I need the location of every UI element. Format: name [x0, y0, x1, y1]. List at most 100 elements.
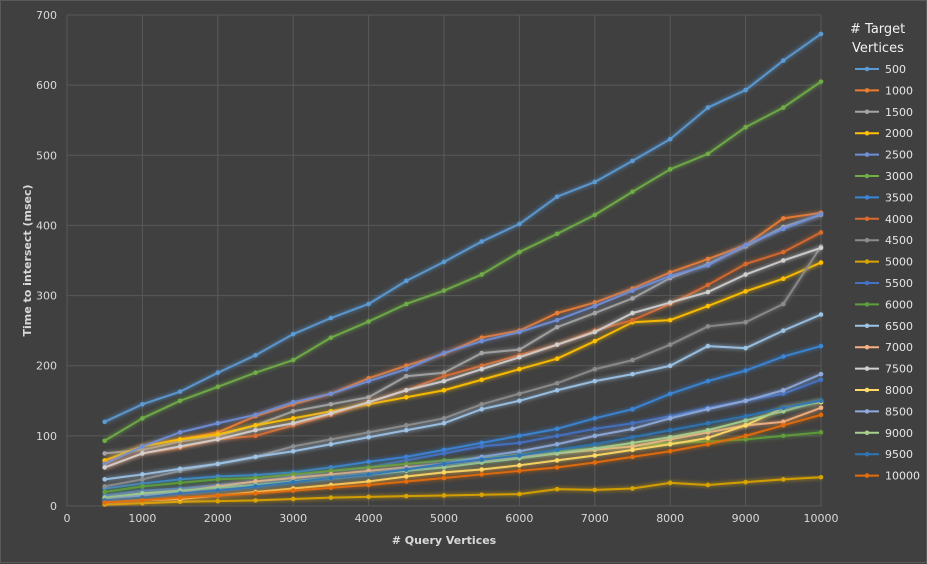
data-point-2000 [290, 416, 296, 421]
data-point-9500 [517, 453, 522, 458]
data-point-1000 [479, 335, 485, 340]
data-point-6000 [781, 433, 786, 439]
legend-label-4000: 4000 [885, 213, 913, 226]
data-point-4000 [743, 261, 748, 267]
data-point-9500 [630, 434, 635, 440]
data-point-9000 [140, 491, 145, 496]
data-point-6500 [517, 398, 522, 404]
data-point-5500 [404, 458, 409, 463]
data-point-9000 [630, 440, 635, 446]
data-point-3000 [667, 167, 673, 172]
data-point-3500 [366, 459, 371, 465]
data-point-3500 [554, 426, 560, 432]
data-point-5000 [366, 494, 371, 500]
data-point-2500 [404, 366, 409, 372]
data-point-3500 [667, 391, 673, 397]
data-point-7500 [441, 378, 447, 384]
data-point-8000 [517, 463, 522, 468]
data-point-4500 [630, 357, 635, 363]
data-point-6000 [441, 458, 447, 463]
series-line-2500 [104, 213, 822, 465]
data-point-8000 [404, 474, 409, 479]
data-point-8000 [441, 470, 447, 475]
data-point-3000 [404, 301, 409, 307]
data-point-500 [328, 315, 334, 321]
legend-label-7000: 7000 [885, 341, 913, 354]
data-point-6000 [328, 468, 334, 474]
data-point-500 [630, 158, 635, 164]
data-point-9000 [554, 451, 560, 456]
data-point-10000 [818, 412, 824, 418]
data-point-8000 [554, 458, 560, 463]
data-point-1000 [705, 256, 711, 262]
data-point-5000 [441, 493, 447, 498]
data-point-3000 [592, 212, 598, 218]
data-point-6000 [140, 484, 145, 489]
series-line-5500 [104, 378, 822, 497]
series-line-6000 [104, 431, 822, 493]
data-point-8500 [630, 426, 635, 432]
data-point-8500 [818, 371, 824, 377]
data-point-6500 [366, 434, 371, 440]
data-point-3500 [517, 433, 522, 439]
data-point-6500 [177, 466, 183, 472]
data-point-3000 [328, 335, 334, 340]
data-point-5000 [705, 482, 711, 488]
data-point-5500 [554, 433, 560, 439]
data-point-7000 [781, 419, 786, 425]
data-point-4500 [554, 380, 560, 386]
data-point-3500 [177, 477, 183, 482]
x-tick-label: 4000 [355, 512, 383, 525]
data-point-3500 [781, 354, 786, 359]
legend-marker-9500 [864, 451, 870, 457]
data-point-9000 [592, 446, 598, 451]
legend-marker-1000 [864, 88, 870, 93]
data-point-1000 [592, 300, 598, 305]
data-point-4500 [102, 484, 107, 489]
data-point-3500 [404, 454, 409, 460]
data-point-7500 [366, 399, 371, 405]
series-line-7500 [104, 246, 822, 469]
data-point-4500 [404, 423, 409, 428]
data-point-6000 [290, 472, 296, 477]
legend-label-1000: 1000 [885, 84, 913, 97]
data-point-1000 [404, 363, 409, 369]
legend-label-1500: 1500 [885, 106, 913, 119]
data-point-500 [554, 194, 560, 199]
data-point-4000 [818, 230, 824, 235]
data-point-6500 [592, 378, 598, 384]
data-point-8500 [517, 448, 522, 454]
data-point-6500 [705, 343, 711, 349]
data-point-9500 [404, 467, 409, 472]
data-point-7000 [328, 472, 334, 477]
series-line-10000 [104, 413, 822, 504]
x-tick-label: 3000 [279, 512, 307, 525]
data-point-2000 [441, 387, 447, 393]
data-point-2500 [705, 263, 711, 268]
data-point-8000 [366, 479, 371, 484]
data-point-5000 [743, 479, 748, 485]
data-point-9500 [743, 413, 748, 419]
x-tick-label: 10000 [804, 512, 839, 525]
legend-label-9500: 9500 [885, 448, 913, 461]
legend-label-7500: 7500 [885, 363, 913, 376]
data-point-10000 [479, 472, 485, 477]
data-point-2500 [328, 391, 334, 397]
data-point-1500 [630, 296, 635, 301]
legend-title-line2: Vertices [852, 41, 904, 56]
data-point-9500 [667, 427, 673, 433]
data-point-1500 [366, 394, 371, 400]
data-point-3000 [781, 105, 786, 110]
data-point-5000 [667, 480, 673, 486]
data-point-10000 [554, 465, 560, 470]
data-point-500 [366, 301, 371, 307]
legend-label-4500: 4500 [885, 234, 913, 247]
legend-marker-7000 [864, 344, 870, 350]
data-point-500 [290, 331, 296, 337]
legend-label-2000: 2000 [885, 127, 913, 140]
data-point-5000 [554, 486, 560, 492]
data-point-3500 [441, 447, 447, 453]
legend-marker-6000 [864, 302, 870, 307]
data-point-1500 [554, 324, 560, 330]
data-point-2000 [592, 338, 598, 344]
